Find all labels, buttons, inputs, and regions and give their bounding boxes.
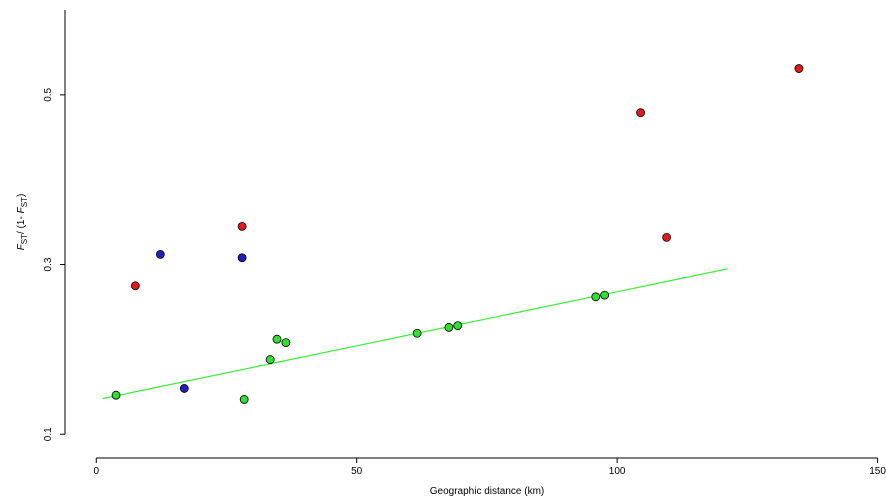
y-label-part: F xyxy=(16,206,27,213)
x-tick-label: 50 xyxy=(351,466,363,477)
y-label-part: / (1- xyxy=(16,213,27,234)
point xyxy=(237,221,247,231)
point xyxy=(600,290,610,300)
point xyxy=(281,338,291,348)
point xyxy=(662,232,672,242)
y-tick-label: 0.3 xyxy=(43,257,54,271)
point xyxy=(237,253,247,263)
point xyxy=(444,322,454,332)
point xyxy=(179,384,189,393)
x-axis-label: Geographic distance (km) xyxy=(430,486,545,497)
point xyxy=(272,334,282,344)
point xyxy=(591,292,601,302)
point xyxy=(636,108,645,118)
x-tick-label: 0 xyxy=(93,466,99,477)
point xyxy=(155,249,165,259)
point xyxy=(239,395,249,404)
y-label-part: ST xyxy=(20,234,29,244)
y-axis-label: FST/ (1- FST) xyxy=(16,194,29,251)
point xyxy=(130,281,140,291)
y-label-part: ST xyxy=(20,197,29,207)
point xyxy=(453,321,463,331)
point xyxy=(265,355,275,364)
point xyxy=(111,390,121,400)
point xyxy=(412,328,422,338)
point xyxy=(794,64,804,73)
y-label-part: F xyxy=(16,243,27,250)
y-tick-label: 0.1 xyxy=(43,427,54,441)
y-label-part: ) xyxy=(16,194,27,197)
y-tick-label: 0.5 xyxy=(43,87,54,101)
x-tick-label: 100 xyxy=(609,466,626,477)
x-tick-label: 150 xyxy=(869,466,886,477)
